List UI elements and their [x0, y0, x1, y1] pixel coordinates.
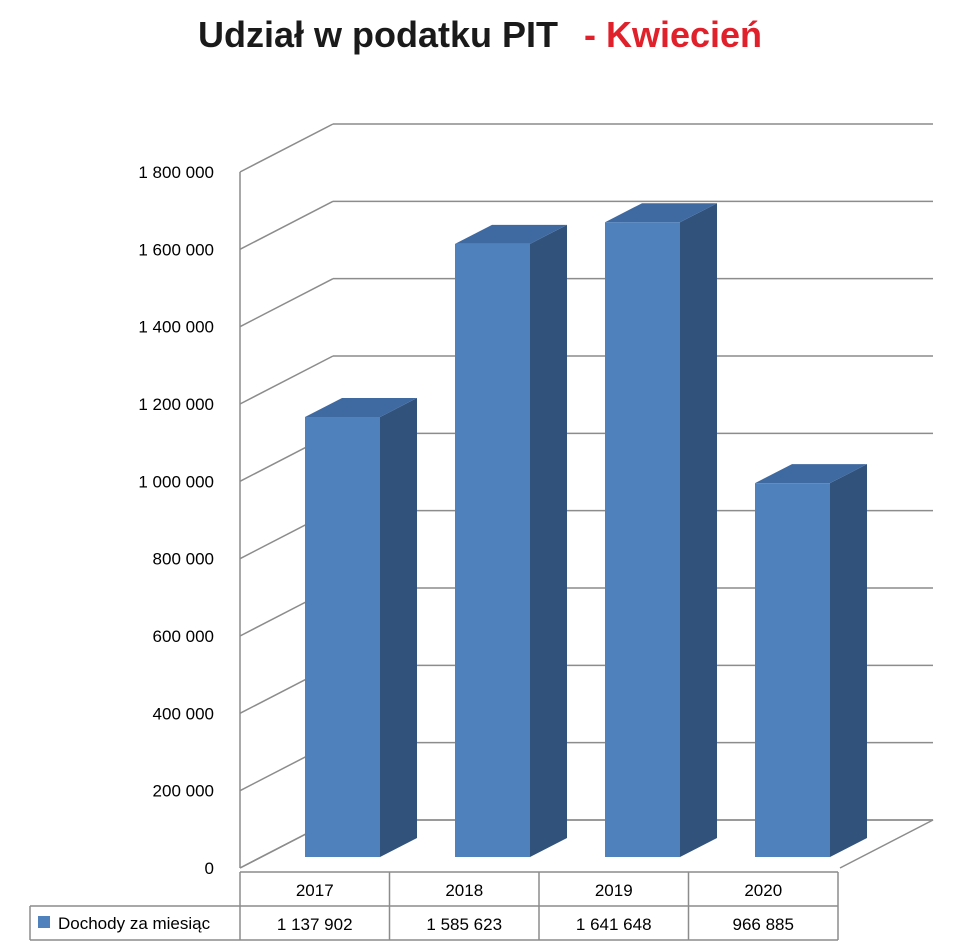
y-tick-label: 800 000 [153, 550, 214, 569]
side-gridline [239, 278, 334, 328]
x-tick-label: 2020 [744, 881, 782, 900]
bar-side [680, 203, 717, 858]
data-label: 1 137 902 [277, 915, 353, 934]
side-gridline [239, 355, 334, 405]
bar [455, 243, 530, 857]
y-tick-label: 0 [205, 859, 214, 878]
bar [755, 483, 830, 857]
bar-top [755, 464, 867, 484]
y-tick-label: 1 400 000 [138, 318, 214, 337]
y-tick-label: 1 000 000 [138, 472, 214, 491]
data-label: 966 885 [733, 915, 794, 934]
side-gridline [239, 200, 334, 250]
chart-title-main: Udział w podatku PIT [197, 14, 558, 55]
y-tick-label: 1 800 000 [138, 163, 214, 182]
data-label: 1 641 648 [576, 915, 652, 934]
x-tick-label: 2017 [296, 881, 334, 900]
data-label: 1 585 623 [426, 915, 502, 934]
bar-side [830, 464, 867, 857]
bar-side [530, 224, 567, 857]
bar-top [605, 203, 717, 223]
chart-subtitle: - Kwiecień [583, 14, 763, 55]
chart-title: Udział w podatku PIT - Kwiecień [0, 14, 960, 56]
bar [605, 222, 680, 858]
y-tick-label: 600 000 [153, 627, 214, 646]
x-tick-label: 2019 [595, 881, 633, 900]
bar [305, 417, 380, 857]
bar-side [380, 398, 417, 857]
y-tick-label: 1 600 000 [138, 240, 214, 259]
y-tick-label: 400 000 [153, 704, 214, 723]
legend-label: Dochody za miesiąc [58, 914, 211, 933]
legend-swatch [38, 916, 50, 928]
bar-top [455, 224, 567, 244]
side-gridline [239, 123, 334, 173]
y-tick-label: 200 000 [153, 782, 214, 801]
x-tick-label: 2018 [445, 881, 483, 900]
bar-top [305, 398, 417, 418]
y-tick-label: 1 200 000 [138, 395, 214, 414]
